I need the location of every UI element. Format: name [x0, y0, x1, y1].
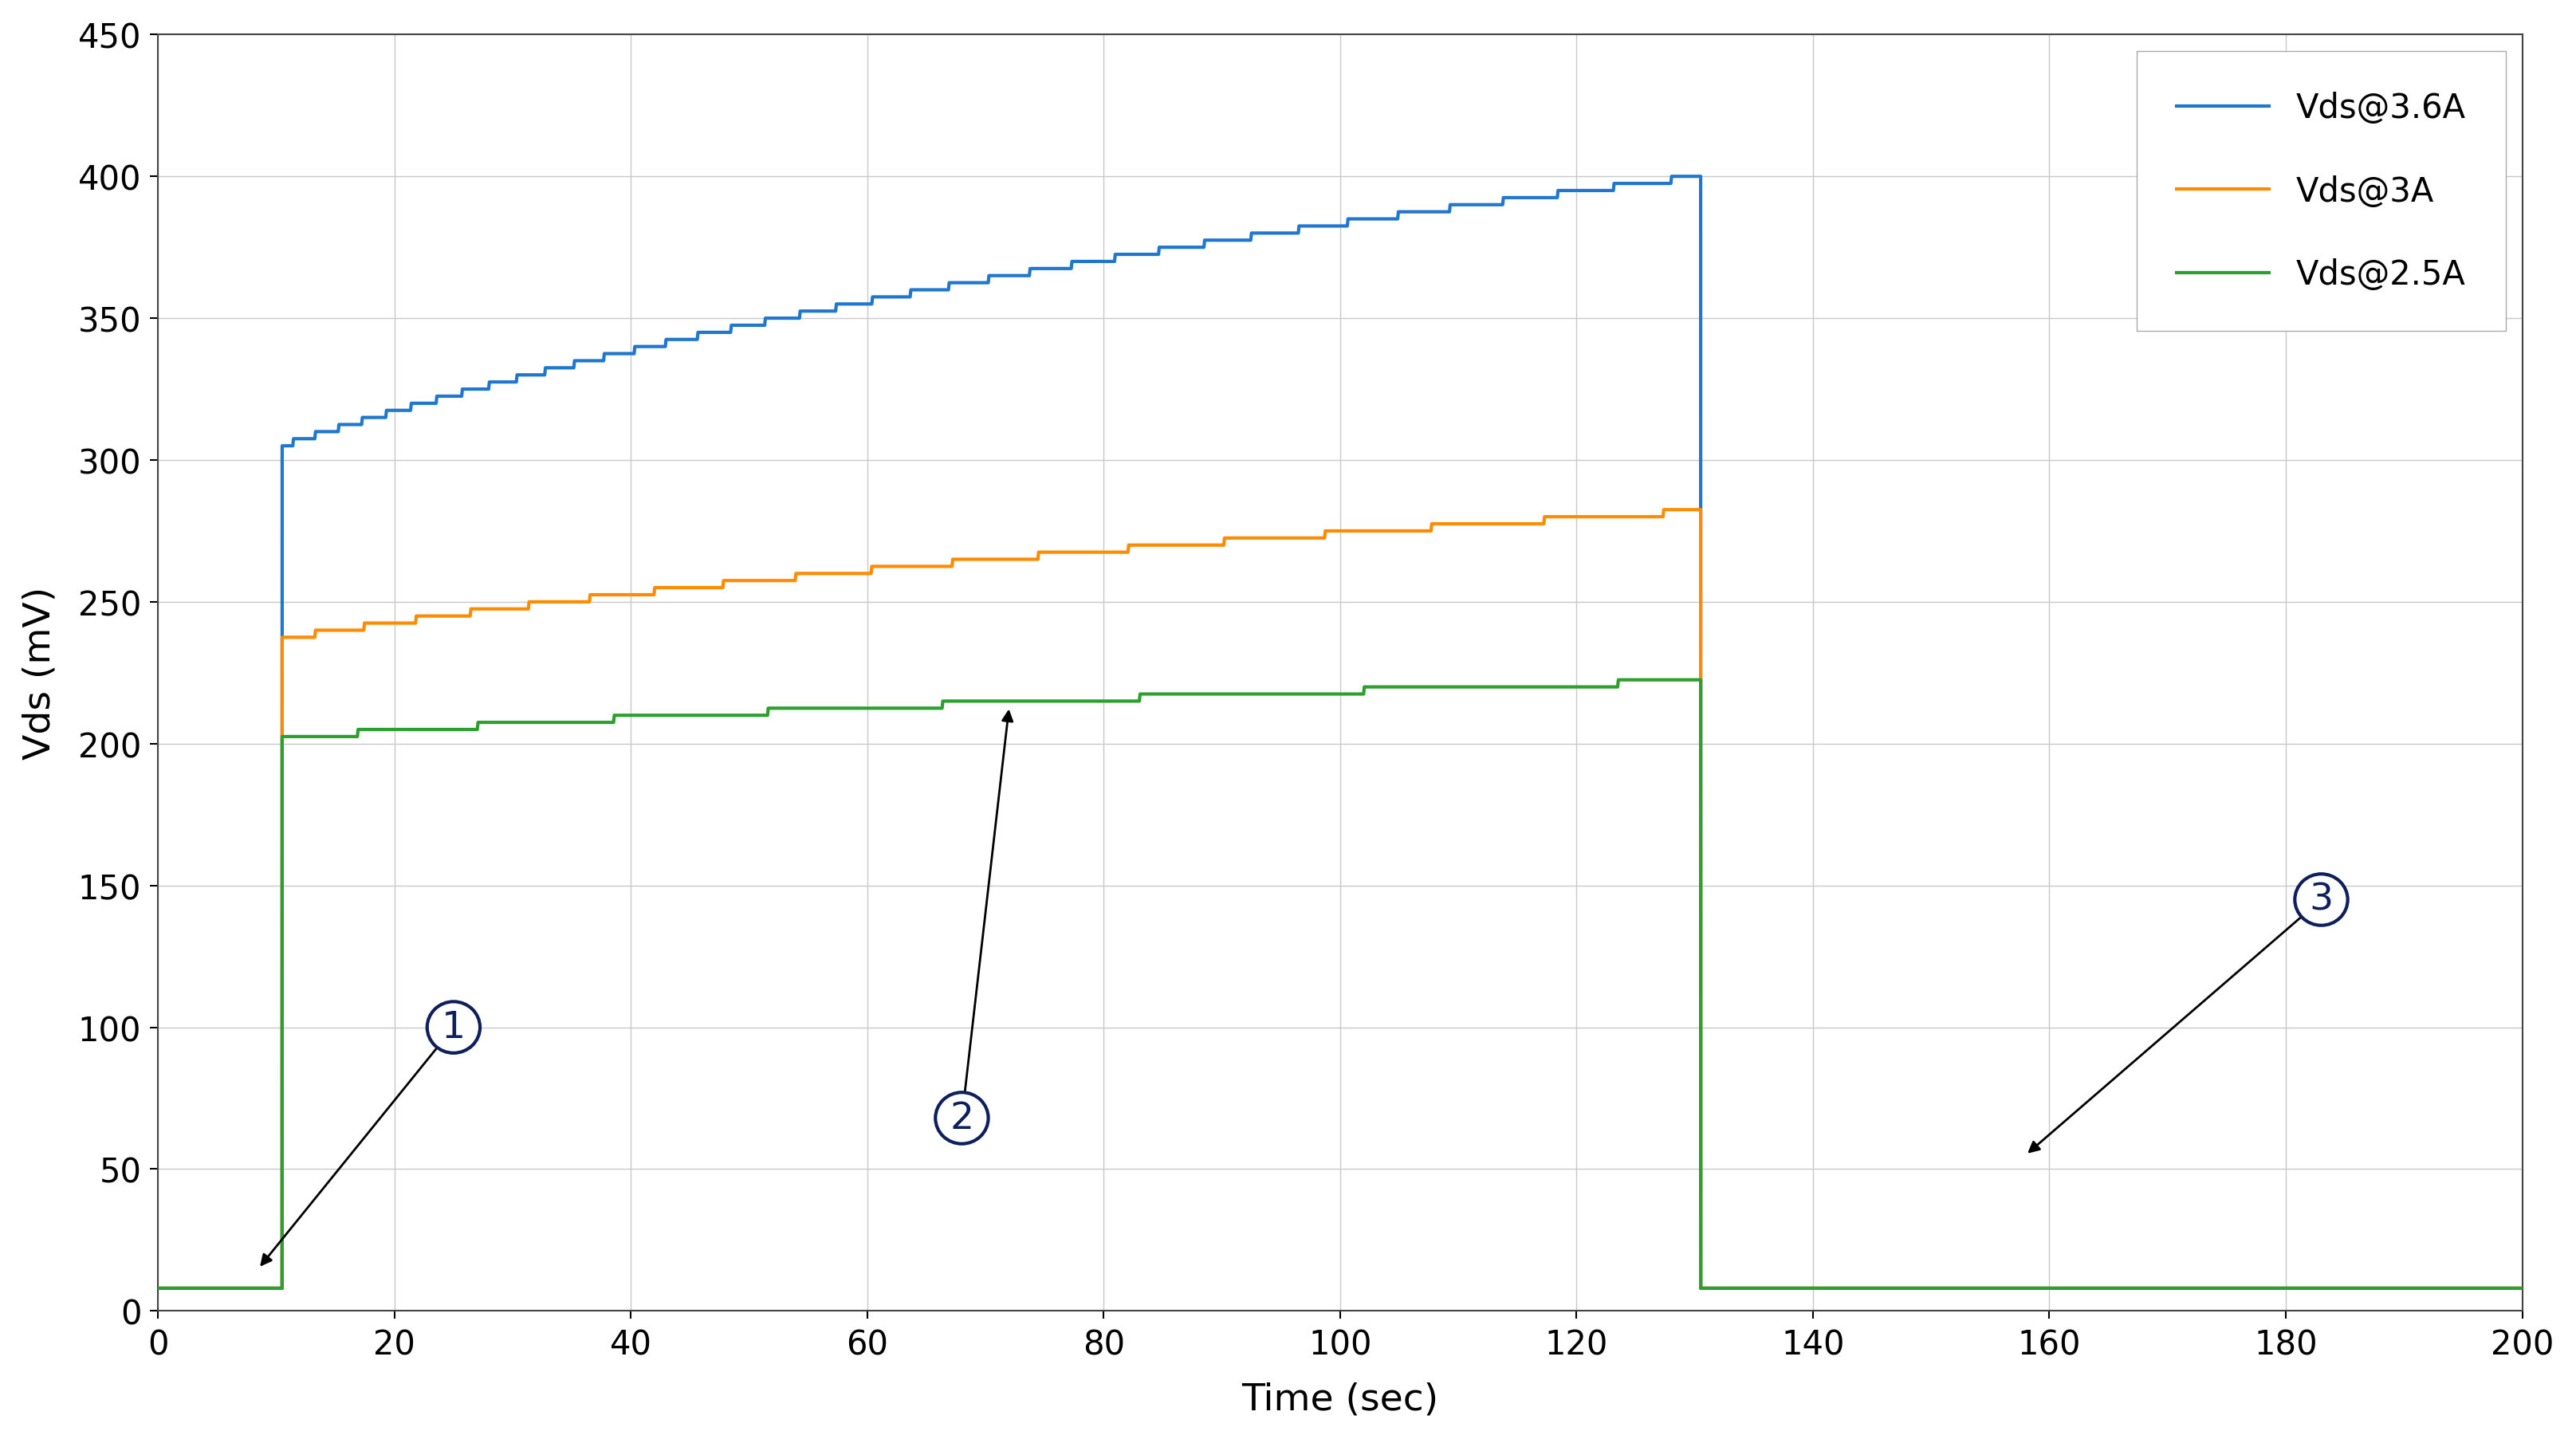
Vds@3A — [224, 1279, 255, 1297]
Vds@3.6A — [325, 416, 355, 433]
Text: 3: 3 — [2308, 882, 2334, 918]
Ellipse shape — [428, 1002, 479, 1053]
Vds@3A — [1649, 502, 1680, 519]
Vds@2.5A — [1602, 672, 1633, 689]
Line: Vds@3A: Vds@3A — [157, 511, 2522, 1288]
Vds@2.5A — [142, 1279, 173, 1297]
Vds@2.5A — [343, 721, 374, 738]
Vds@3.6A — [2138, 1279, 2169, 1297]
Vds@2.5A — [2053, 1279, 2084, 1297]
Ellipse shape — [935, 1092, 989, 1144]
Ellipse shape — [2295, 875, 2347, 925]
Y-axis label: Vds (mV): Vds (mV) — [23, 587, 59, 760]
Vds@3.6A — [1656, 168, 1687, 186]
Vds@3.6A — [348, 409, 379, 426]
Text: 2: 2 — [951, 1101, 974, 1137]
Vds@3A — [1023, 544, 1054, 561]
Vds@3.6A — [2506, 1279, 2537, 1297]
Line: Vds@3.6A: Vds@3.6A — [157, 177, 2522, 1288]
Vds@3A — [142, 1279, 173, 1297]
Vds@3.6A — [1953, 1279, 1984, 1297]
Line: Vds@2.5A: Vds@2.5A — [157, 681, 2522, 1288]
Vds@3.6A — [2071, 1279, 2102, 1297]
Vds@2.5A — [1953, 1279, 1984, 1297]
Vds@2.5A — [1785, 1279, 1816, 1297]
Text: 1: 1 — [440, 1010, 466, 1046]
Vds@3A — [2506, 1279, 2537, 1297]
Vds@2.5A — [927, 692, 958, 709]
Vds@3.6A — [896, 282, 927, 299]
Vds@3.6A — [142, 1279, 173, 1297]
Vds@2.5A — [2506, 1279, 2537, 1297]
Vds@3A — [1530, 508, 1561, 525]
Vds@3A — [2391, 1279, 2421, 1297]
X-axis label: Time (sec): Time (sec) — [1242, 1381, 1437, 1417]
Legend: Vds@3.6A, Vds@3A, Vds@2.5A: Vds@3.6A, Vds@3A, Vds@2.5A — [2136, 52, 2506, 331]
Vds@3A — [2038, 1279, 2069, 1297]
Vds@2.5A — [232, 1279, 263, 1297]
Vds@3A — [258, 1279, 289, 1297]
